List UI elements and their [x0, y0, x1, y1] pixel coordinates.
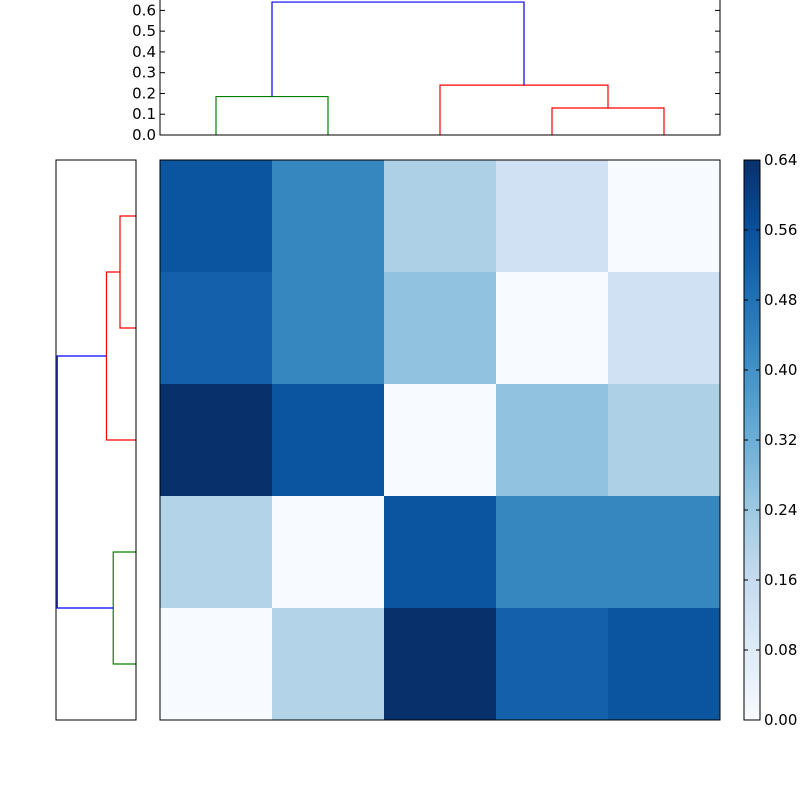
heatmap-cell-r4-c4	[608, 608, 721, 721]
heatmap-cell-r2-c4	[608, 384, 721, 497]
heatmap	[159, 159, 721, 721]
heatmap-cell-r3-c3	[496, 496, 609, 609]
colorbar-tick-label-5: 0.40	[764, 361, 797, 379]
top-dendrogram-frame	[159, 0, 721, 136]
left-dendrogram-link-2	[112, 551, 136, 665]
colorbar-tick-label-0: 0.00	[764, 711, 797, 729]
heatmap-cell-r0-c3	[496, 160, 609, 273]
top-ytick-label-3: 0.3	[132, 64, 156, 82]
colorbar-tick-label-3: 0.24	[764, 501, 797, 519]
top-ytick-label-0: 0.0	[132, 126, 156, 144]
top-ytick-label-1: 0.1	[132, 105, 156, 123]
heatmap-cell-r2-c0	[160, 384, 273, 497]
heatmap-cell-r3-c4	[608, 496, 721, 609]
heatmap-cell-r4-c1	[272, 608, 385, 721]
heatmap-cell-r1-c2	[384, 272, 497, 385]
colorbar-tick-label-7: 0.56	[764, 221, 797, 239]
colorbar-tick-label-1: 0.08	[764, 641, 797, 659]
colorbar: 0.00 0.08 0.16 0.24 0.32 0.40 0.48 0.56 0.64	[743, 151, 797, 729]
colorbar-tick-label-8: 0.64	[764, 151, 797, 169]
heatmap-cell-r4-c2	[384, 608, 497, 721]
heatmap-cell-r0-c0	[160, 160, 273, 273]
colorbar-tick-label-6: 0.48	[764, 291, 797, 309]
heatmap-cell-r2-c3	[496, 384, 609, 497]
heatmap-cell-r1-c3	[496, 272, 609, 385]
heatmap-cell-r3-c0	[160, 496, 273, 609]
heatmap-cell-r0-c4	[608, 160, 721, 273]
heatmap-cell-r2-c1	[272, 384, 385, 497]
heatmap-cell-r3-c1	[272, 496, 385, 609]
top-ytick-label-5: 0.5	[132, 22, 156, 40]
top-ytick-label-2: 0.2	[132, 84, 156, 102]
heatmap-cell-r1-c1	[272, 272, 385, 385]
top-dendrogram-link-3	[271, 1, 525, 97]
left-dendrogram-frame	[55, 159, 137, 721]
left-dendrogram-link-3	[56, 355, 114, 609]
top-ytick-label-4: 0.4	[132, 43, 156, 61]
heatmap-cell-r2-c2	[384, 384, 497, 497]
heatmap-cell-r3-c2	[384, 496, 497, 609]
top-ytick-label-6: 0.6	[132, 1, 156, 19]
heatmap-cell-r0-c2	[384, 160, 497, 273]
heatmap-frame	[159, 159, 721, 721]
left-dendrogram	[55, 159, 137, 721]
heatmap-cell-r1-c0	[160, 272, 273, 385]
heatmap-cell-r4-c0	[160, 608, 273, 721]
heatmap-cell-r4-c3	[496, 608, 609, 721]
left-dendrogram-link-1	[105, 271, 136, 441]
heatmap-cell-r0-c1	[272, 160, 385, 273]
colorbar-tick-label-4: 0.32	[764, 431, 797, 449]
colorbar-tick-label-2: 0.16	[764, 571, 797, 589]
top-dendrogram: 0.0 0.1 0.2 0.3 0.4 0.5 0.6	[132, 0, 721, 144]
heatmap-cell-r1-c4	[608, 272, 721, 385]
